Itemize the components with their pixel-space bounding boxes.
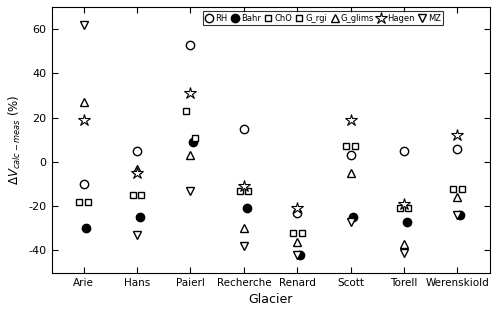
Legend: RH, Bahr, ChO, G_rgi, G_glims, Hagen, MZ: RH, Bahr, ChO, G_rgi, G_glims, Hagen, MZ xyxy=(202,11,444,25)
X-axis label: Glacier: Glacier xyxy=(248,293,292,306)
Y-axis label: $\Delta V_{calc-meas}$ (%): $\Delta V_{calc-meas}$ (%) xyxy=(7,95,23,185)
